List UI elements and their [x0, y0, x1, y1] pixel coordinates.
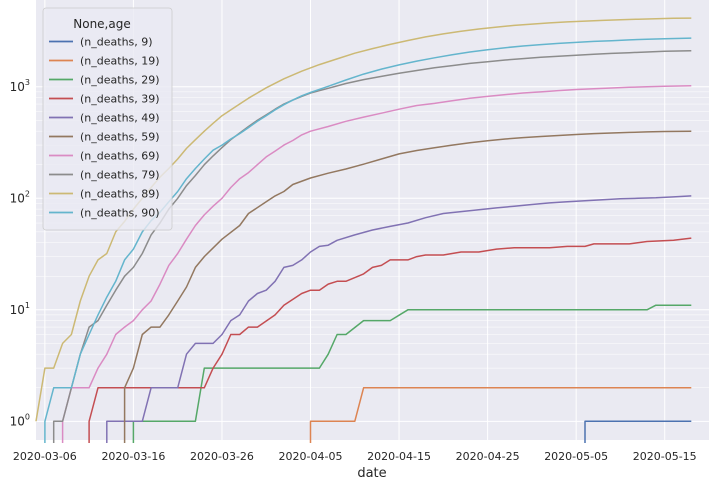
legend-label: (n_deaths, 90) — [80, 207, 160, 220]
legend-title: None,age — [73, 17, 130, 31]
legend-label: (n_deaths, 69) — [80, 150, 160, 163]
legend-label: (n_deaths, 19) — [80, 55, 160, 68]
x-tick-label: 2020-03-26 — [190, 450, 254, 463]
y-tick-label: 100 — [10, 412, 30, 428]
series-line-3 — [88, 237, 692, 443]
x-tick-label: 2020-04-05 — [279, 450, 343, 463]
legend-label: (n_deaths, 9) — [80, 36, 153, 49]
series-line-6 — [61, 85, 692, 443]
series-line-2 — [132, 304, 692, 443]
legend-label: (n_deaths, 39) — [80, 93, 160, 106]
legend-label: (n_deaths, 89) — [80, 188, 160, 201]
x-tick-label: 2020-05-15 — [633, 450, 697, 463]
x-tick-labels: 2020-03-06 2020-03-16 2020-03-26 2020-04-05… — [13, 450, 697, 463]
legend-label: (n_deaths, 59) — [80, 131, 160, 144]
series-line-0 — [584, 420, 692, 443]
y-tick-label: 102 — [10, 189, 30, 205]
series-line-5 — [123, 130, 692, 443]
legend-box — [42, 7, 173, 231]
x-axis-label: date — [357, 466, 386, 481]
y-tick-label: 101 — [10, 301, 30, 317]
x-tick-label: 2020-05-05 — [544, 450, 608, 463]
x-tick-label: 2020-03-16 — [101, 450, 165, 463]
series-lines — [35, 17, 692, 443]
x-tick-label: 2020-03-06 — [13, 450, 77, 463]
legend-entries: (n_deaths, 9) (n_deaths, 19) (n_deaths, 29… — [49, 36, 160, 220]
legend-label: (n_deaths, 29) — [80, 74, 160, 87]
legend: None,age (n_deaths, 9)(n_deaths, 19)(n_d… — [42, 7, 173, 231]
legend-label: (n_deaths, 49) — [80, 112, 160, 125]
y-tick-label: 103 — [10, 78, 30, 94]
legend-label: (n_deaths, 79) — [80, 169, 160, 182]
x-tick-label: 2020-04-15 — [367, 450, 431, 463]
series-line-8 — [35, 17, 692, 422]
series-line-4 — [106, 195, 692, 443]
x-tick-label: 2020-04-25 — [456, 450, 520, 463]
y-tick-labels: 100 101 102 103 — [10, 78, 30, 429]
series-line-1 — [309, 387, 692, 443]
series-line-9 — [44, 37, 692, 443]
